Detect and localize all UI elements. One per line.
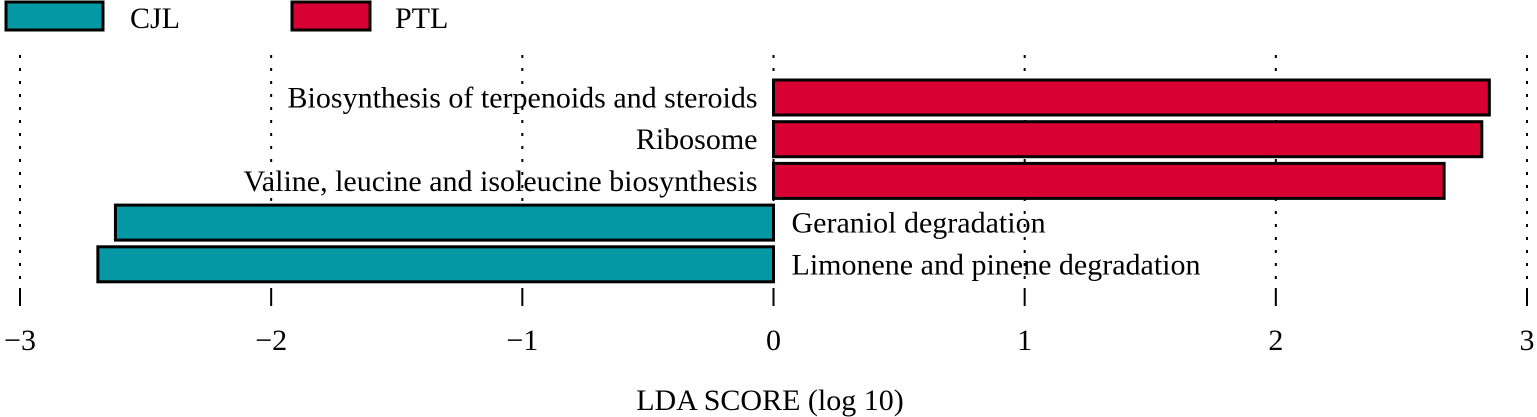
x-axis-label: LDA SCORE (log 10) (636, 384, 904, 417)
bar (772, 161, 1446, 200)
legend-swatch-ptl (290, 0, 372, 32)
bar-label: Limonene and pinene degradation (792, 248, 1201, 281)
legend-label-cjl: CJL (130, 2, 180, 35)
bar (96, 245, 775, 284)
x-tick-label: 1 (1017, 324, 1032, 357)
legend-label-ptl: PTL (395, 2, 448, 35)
bar-label: Biosynthesis of terpenoids and steroids (288, 82, 758, 115)
bar-label: Ribosome (636, 123, 758, 156)
x-tick-label: −3 (4, 324, 36, 357)
x-tick-label: −2 (255, 324, 287, 357)
bar (772, 120, 1484, 159)
x-tick-label: 3 (1520, 324, 1535, 357)
x-tick-label: −1 (506, 324, 538, 357)
x-axis: −3 −2 −1 0 1 2 3 (4, 288, 1535, 357)
bar-label: Valine, leucine and isoleucine biosynthe… (243, 165, 757, 198)
legend-swatch-cjl (4, 0, 105, 32)
x-tick-label: 2 (1268, 324, 1283, 357)
bar (113, 203, 775, 242)
bar-label: Geraniol degradation (792, 207, 1046, 240)
bar-labels: Biosynthesis of terpenoids and steroids R… (243, 82, 1200, 282)
x-tick-label: 0 (766, 324, 781, 357)
bar (772, 78, 1491, 117)
bars (96, 78, 1491, 284)
legend: CJL PTL (4, 0, 448, 35)
